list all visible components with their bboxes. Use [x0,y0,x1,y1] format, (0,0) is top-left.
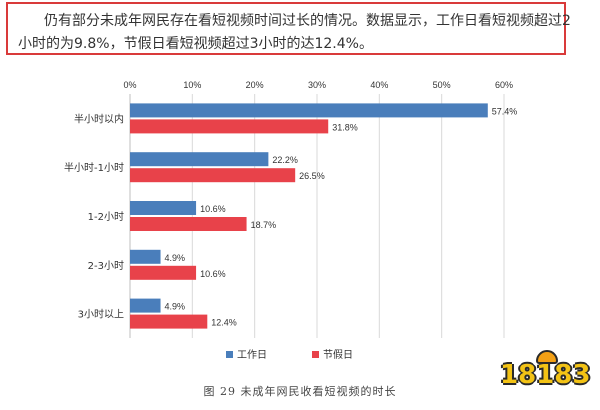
intro-text-box: 仍有部分未成年网民存在看短视频时间过长的情况。数据显示，工作日看短视频超过2 小… [6,2,571,55]
data-label: 4.9% [165,253,186,263]
legend-holiday-swatch [312,351,319,358]
logo-emblem-icon [536,350,558,364]
legend-workday-label: 工作日 [237,349,267,361]
data-label: 12.4% [211,318,237,328]
data-label: 18.7% [251,220,277,230]
bar-holiday [130,168,296,183]
category-label: 2-3小时 [88,260,124,272]
bar-workday [130,201,197,215]
x-tick-label: 20% [246,80,264,90]
category-label: 半小时-1小时 [64,161,124,174]
data-label: 10.6% [200,204,226,214]
bar-holiday [130,217,247,231]
x-tick-label: 0% [123,80,136,90]
legend-holiday-label: 节假日 [323,348,353,361]
data-label: 22.2% [272,155,298,165]
bar-holiday [130,314,208,329]
logo-text: 18183 [500,360,591,390]
watermark-logo: 18183 [496,350,590,396]
category-label: 半小时以内 [74,112,124,125]
bar-workday [130,152,269,167]
figure-caption: 图 29 未成年网民收看短视频的时长 [203,385,397,398]
bar-workday [130,103,488,118]
data-label: 31.8% [332,122,358,132]
legend-workday-swatch [226,351,233,358]
bar-workday [130,298,161,313]
x-tick-label: 10% [183,80,201,90]
x-tick-label: 60% [495,80,513,90]
data-label: 4.9% [165,302,186,312]
bar-holiday [130,119,329,134]
data-label: 10.6% [200,269,226,279]
bar-holiday [130,265,197,280]
category-label: 3小时以上 [78,309,124,321]
data-label: 57.4% [492,106,518,116]
x-tick-label: 40% [370,80,388,90]
bar-workday [130,249,161,264]
x-tick-label: 50% [433,80,451,90]
intro-line-2: 小时的为9.8%，节假日看短视频超过3小时的达12.4%。 [18,36,373,52]
intro-line-1: 仍有部分未成年网民存在看短视频时间过长的情况。数据显示，工作日看短视频超过2 [44,13,571,29]
data-label: 26.5% [299,171,325,181]
x-tick-label: 30% [308,80,326,90]
category-label: 1-2小时 [88,211,124,223]
